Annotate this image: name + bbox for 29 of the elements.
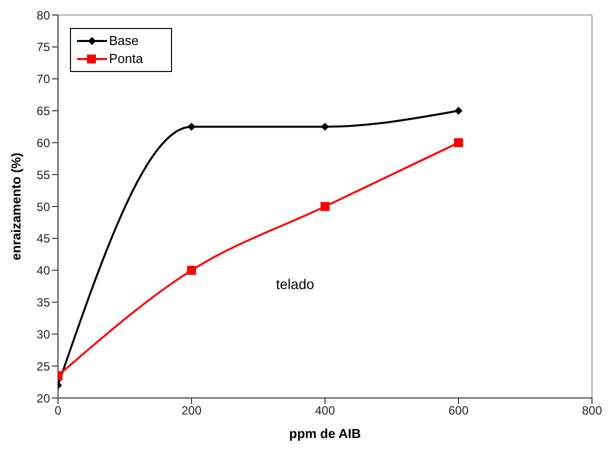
- point: [320, 202, 330, 211]
- legend-label: Ponta: [109, 50, 143, 68]
- y-tick-label: 75: [36, 40, 50, 54]
- y-tick-label: 30: [36, 327, 50, 342]
- y-tick-label: 25: [36, 359, 50, 374]
- y-tick-label: 70: [36, 72, 50, 86]
- y-tick-label: 20: [36, 391, 50, 406]
- x-tick-label: 400: [314, 404, 336, 418]
- x-axis-title: ppm de AIB: [289, 426, 361, 441]
- x-tick-label: 200: [181, 404, 202, 418]
- x-tick-label: 800: [582, 404, 602, 418]
- y-tick-label: 55: [36, 168, 50, 182]
- annotation: telado: [276, 276, 314, 292]
- y-axis-title: enraizamento (%): [8, 152, 24, 260]
- y-tick-label: 60: [36, 136, 50, 150]
- legend-label: Base: [109, 32, 139, 50]
- x-tick-label: 600: [448, 404, 469, 418]
- point: [187, 266, 196, 275]
- point: [188, 122, 196, 131]
- y-tick-label: 65: [36, 104, 50, 118]
- y-tick-label: 50: [36, 200, 50, 214]
- y-tick-label: 45: [36, 232, 50, 246]
- y-tick-label: 80: [36, 8, 50, 22]
- x-tick-label: 0: [54, 404, 62, 418]
- point: [321, 122, 329, 131]
- y-tick-label: 40: [36, 264, 50, 278]
- point: [454, 138, 463, 148]
- y-tick-label: 35: [36, 296, 50, 310]
- point: [454, 106, 462, 115]
